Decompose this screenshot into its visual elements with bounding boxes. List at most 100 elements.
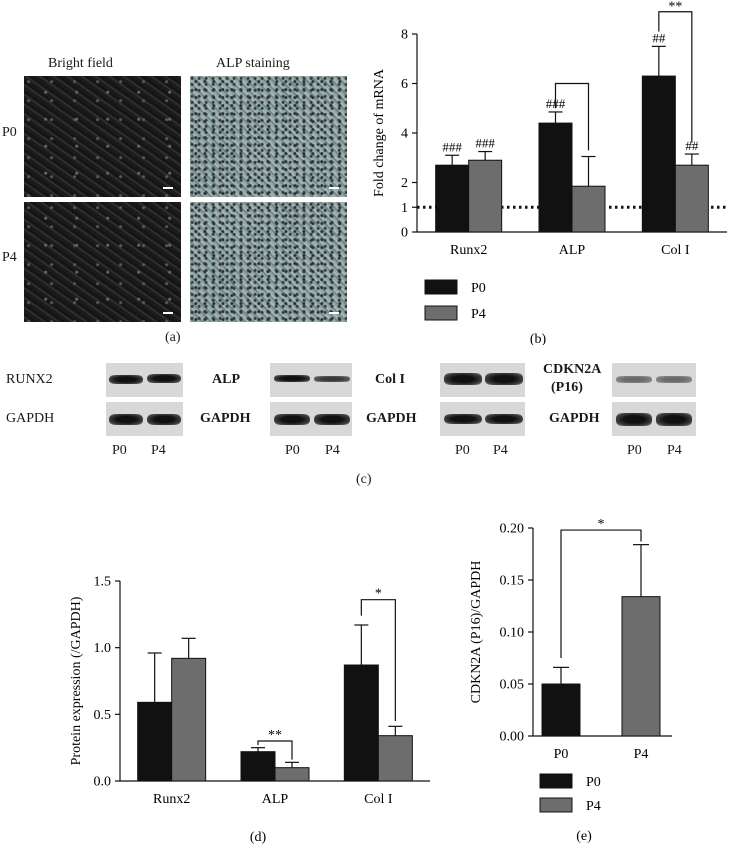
blot-label-gapdh-4: GAPDH xyxy=(549,411,600,426)
x-tick-label: ALP xyxy=(262,792,289,807)
x-tick-label: Col I xyxy=(364,792,393,807)
bar-p0-col-i xyxy=(641,75,676,233)
micrograph-alp-p4 xyxy=(190,202,347,322)
scale-bar xyxy=(329,312,339,314)
col-label-alp-staining: ALP staining xyxy=(216,56,290,71)
y-tick-label: 0.20 xyxy=(500,522,525,537)
y-tick-label: 1.0 xyxy=(94,641,112,656)
lane-label-p0: P0 xyxy=(455,443,470,458)
caption-c: (c) xyxy=(356,472,372,487)
blot-gapdh-2 xyxy=(270,402,352,436)
blot-label-cdkn2a: CDKN2A xyxy=(543,362,602,377)
scale-bar xyxy=(163,312,173,314)
hash-label: ### xyxy=(475,136,495,151)
bar-p0-col-i xyxy=(343,664,379,782)
significance-bracket-alp xyxy=(257,740,293,760)
bar-p4-alp xyxy=(274,767,310,782)
bar-p0-alp xyxy=(240,751,276,782)
lane-label-p0: P0 xyxy=(112,443,127,458)
y-tick-label: 6 xyxy=(401,77,408,92)
row-label-p4: P4 xyxy=(2,250,17,265)
y-tick-label: 8 xyxy=(401,28,408,43)
legend-swatch-p4 xyxy=(539,797,573,813)
y-tick-label: 1.5 xyxy=(94,575,112,590)
bar-p4-col-i xyxy=(674,164,709,233)
row-label-p0: P0 xyxy=(2,125,17,140)
y-tick-label: 0 xyxy=(401,226,408,241)
hash-label: ## xyxy=(685,138,699,153)
bar-p0-runx2 xyxy=(137,701,173,782)
scale-bar xyxy=(329,187,339,189)
significance-bracket-alp xyxy=(554,82,590,151)
blot-label-col-i: Col I xyxy=(375,372,405,387)
lane-label-p4: P4 xyxy=(667,443,682,458)
legend-label-p4: P4 xyxy=(471,307,486,322)
blot-label-gapdh-3: GAPDH xyxy=(366,411,417,426)
x-tick-label: P0 xyxy=(554,747,569,762)
bar-p4-col-i xyxy=(377,735,413,782)
caption-d: (d) xyxy=(250,830,267,844)
y-tick-label: 0.15 xyxy=(500,574,525,589)
lane-label-p4: P4 xyxy=(325,443,340,458)
legend: P0 P4 xyxy=(539,773,601,814)
bar-p0-runx2 xyxy=(435,164,470,233)
y-tick-label: 2 xyxy=(401,176,408,191)
blot-gapdh-4 xyxy=(612,402,696,436)
bar-p0-alp xyxy=(538,122,573,233)
blot-label-gapdh-2: GAPDH xyxy=(200,411,251,426)
scale-bar xyxy=(163,187,173,189)
blot-label-p16: (P16) xyxy=(551,380,583,395)
significance-bracket-col-i xyxy=(658,11,693,143)
blot-runx2 xyxy=(106,363,183,397)
caption-e: (e) xyxy=(576,829,592,844)
blot-label-gapdh-1: GAPDH xyxy=(6,411,55,426)
legend: P0 P4 xyxy=(424,279,486,322)
blot-col-i xyxy=(440,363,525,397)
chart-e: 0.00 0.05 0.10 0.15 0.20 CDKN2A (P16)/GAPDH P0… xyxy=(469,517,672,844)
significance-label: * xyxy=(598,517,605,532)
bar-p4 xyxy=(621,596,661,737)
col-label-bright-field: Bright field xyxy=(48,56,113,71)
significance-label: ** xyxy=(268,728,282,743)
bar-p0 xyxy=(541,683,581,737)
blot-cdkn2a xyxy=(612,363,696,397)
x-tick-label: P4 xyxy=(634,747,649,762)
significance-bracket-col-i xyxy=(360,599,396,721)
bar-p4-alp xyxy=(571,185,606,233)
hash-label: ## xyxy=(652,30,666,45)
y-axis-label: Protein expression (/GAPDH) xyxy=(69,596,84,765)
significance-label: * xyxy=(375,587,382,602)
legend-swatch-p4 xyxy=(424,305,458,321)
y-tick-label: 0.10 xyxy=(500,626,525,641)
chart-b: 0 1 2 4 6 8 Fold change of mRNA Runx2 ALP Col I ##… xyxy=(372,0,727,345)
y-tick-label: 1 xyxy=(401,201,408,216)
y-tick-label: 0.5 xyxy=(94,708,112,723)
y-tick-label: 0.05 xyxy=(500,678,525,693)
blot-label-alp: ALP xyxy=(212,372,240,387)
lane-label-p4: P4 xyxy=(151,443,166,458)
legend-swatch-p0 xyxy=(539,773,573,789)
legend-label-p0: P0 xyxy=(586,775,601,790)
caption-a: (a) xyxy=(165,330,181,345)
blot-gapdh-1 xyxy=(106,402,183,436)
significance-bracket xyxy=(560,529,642,658)
hash-label: ### xyxy=(442,139,462,154)
legend-label-p4: P4 xyxy=(586,799,601,814)
bar-p4-runx2 xyxy=(171,657,207,782)
y-tick-label: 0.0 xyxy=(94,775,112,790)
blot-alp xyxy=(270,363,352,397)
micrograph-bright-field-p0 xyxy=(24,76,181,197)
y-tick-label: 4 xyxy=(401,127,408,142)
lane-label-p4: P4 xyxy=(493,443,508,458)
significance-label: ** xyxy=(668,0,682,15)
x-tick-label: ALP xyxy=(559,243,586,258)
y-axis-label: CDKN2A (P16)/GAPDH xyxy=(469,561,484,704)
micrograph-alp-p0 xyxy=(190,76,347,197)
bar-p4-runx2 xyxy=(468,159,503,233)
chart-d: 0.0 0.5 1.0 1.5 Protein expression (/GAPDH) R… xyxy=(69,575,430,844)
y-axis-label: Fold change of mRNA xyxy=(372,68,387,197)
legend-swatch-p0 xyxy=(424,279,458,295)
caption-b: (b) xyxy=(530,332,547,345)
micrograph-bright-field-p4 xyxy=(24,202,181,322)
x-tick-label: Col I xyxy=(661,243,690,258)
